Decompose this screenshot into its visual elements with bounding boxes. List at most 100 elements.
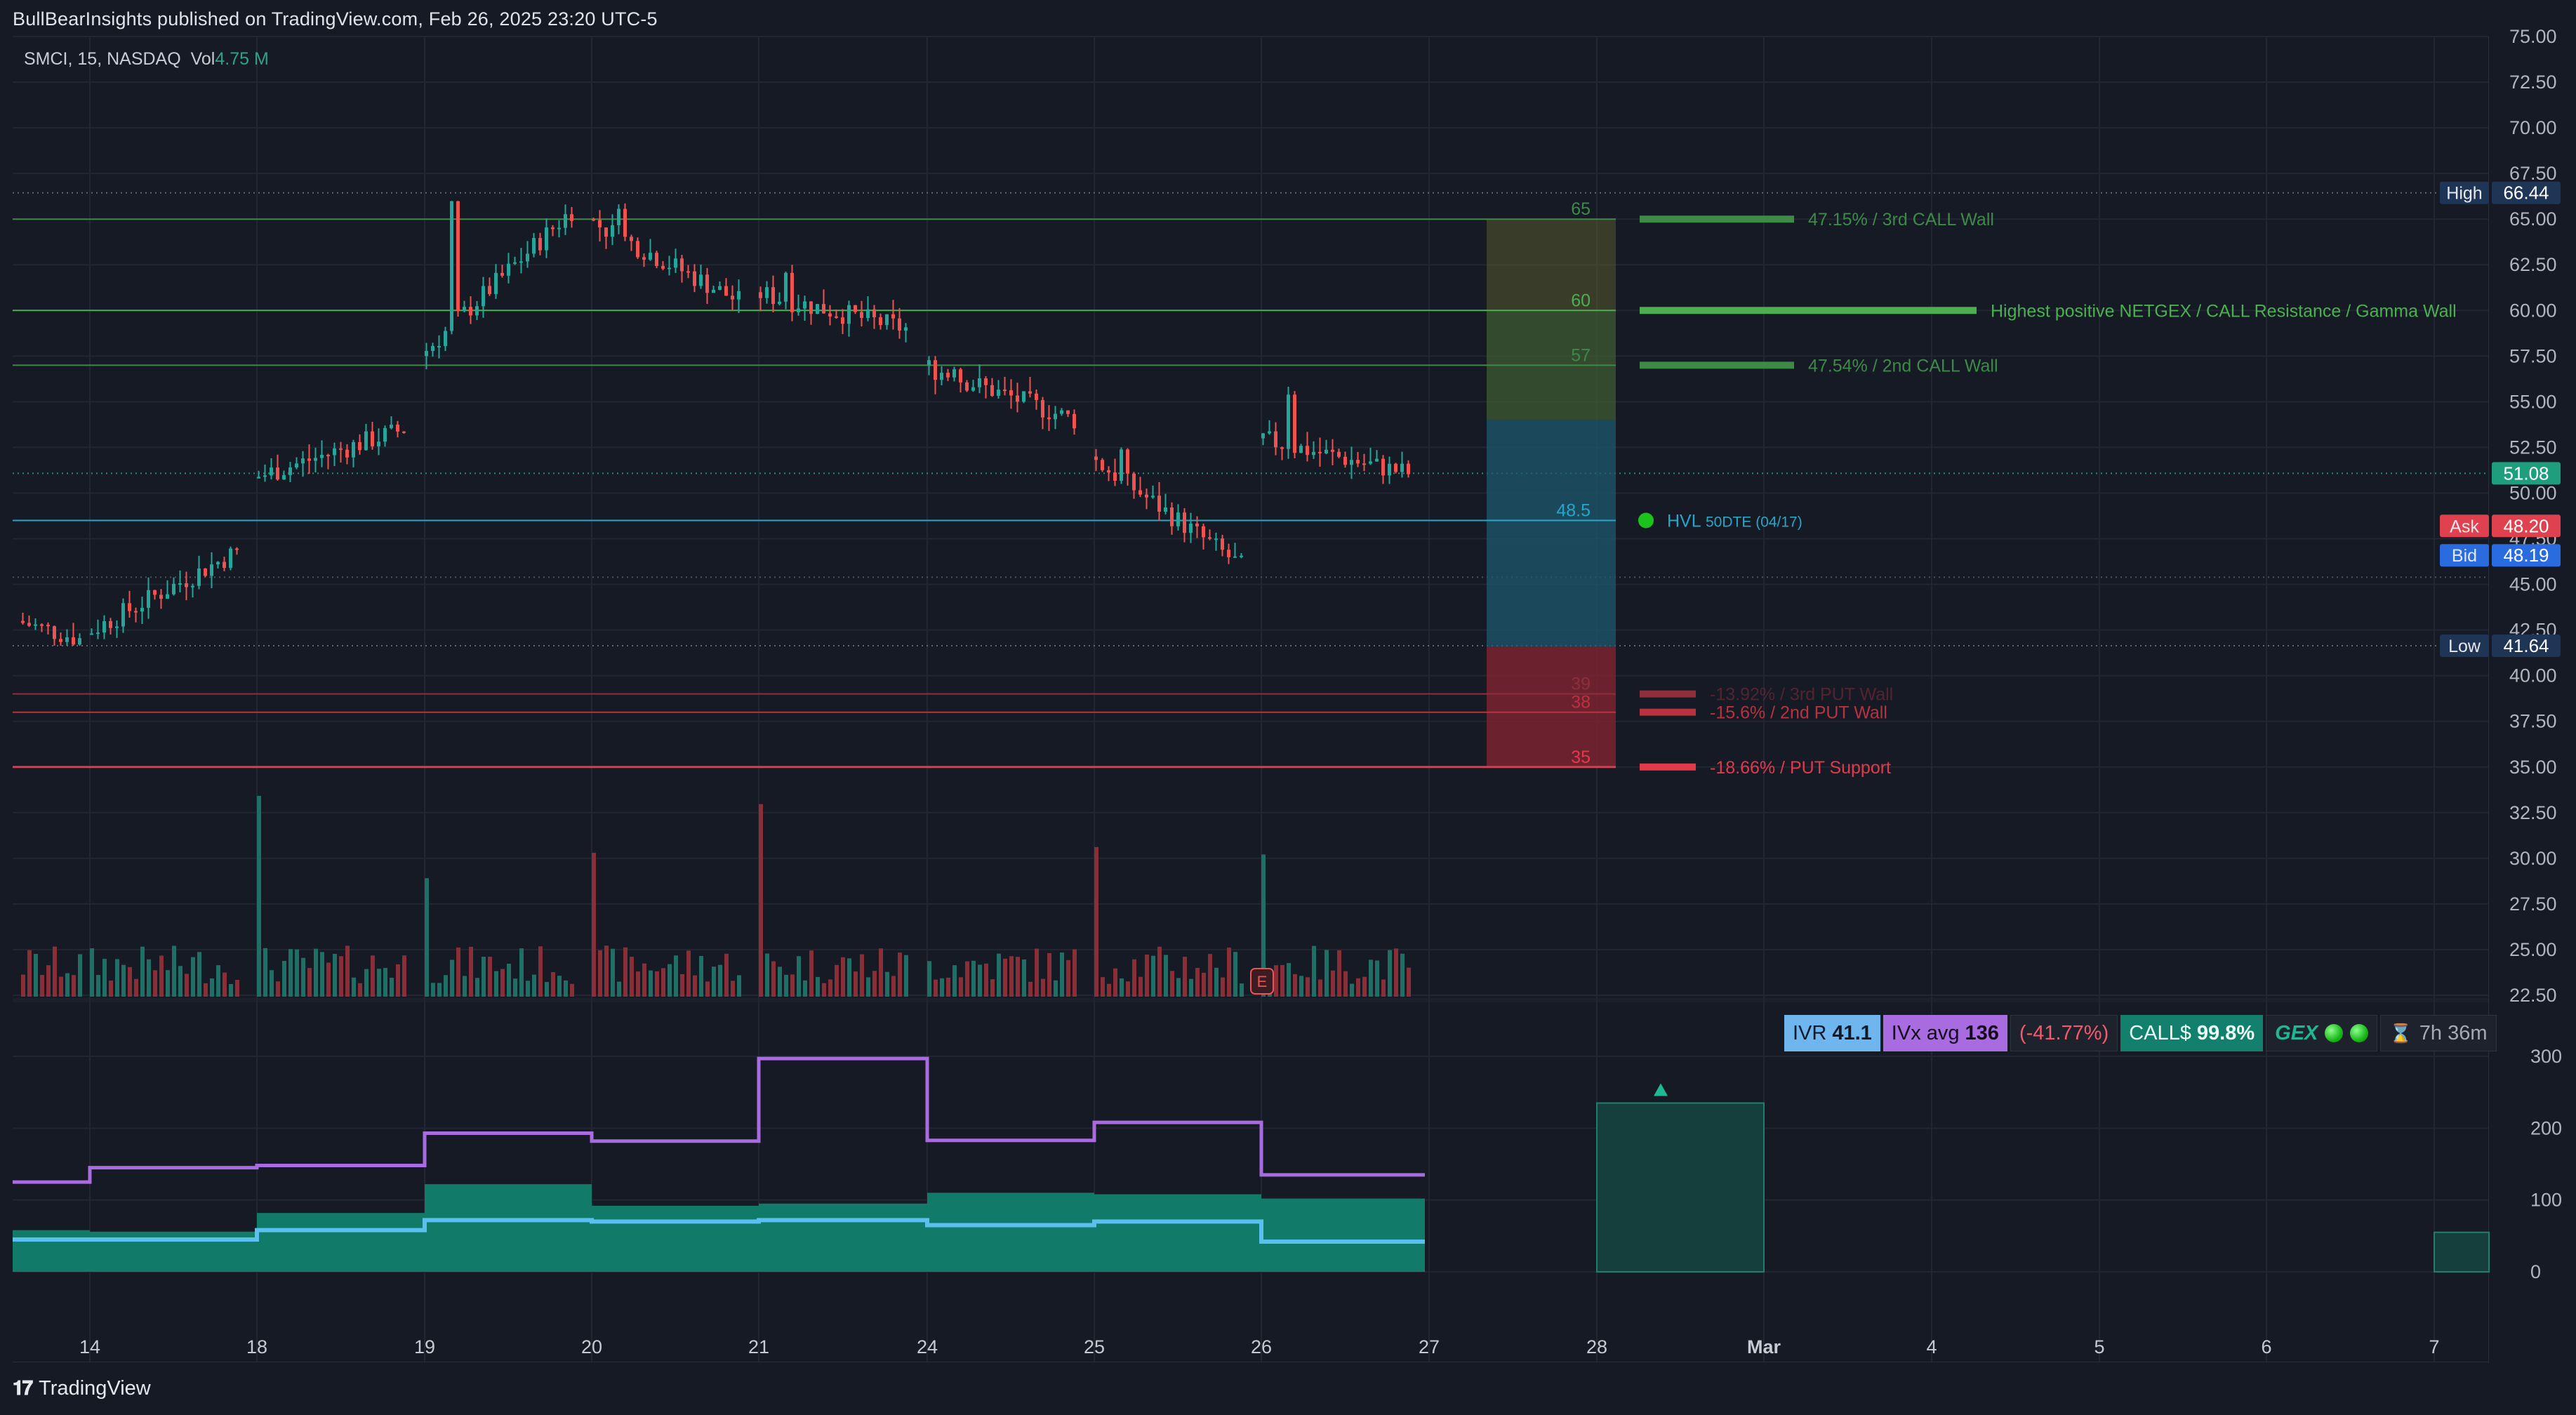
candle-body [940, 373, 943, 380]
candle-body [927, 360, 931, 366]
ivr-label: IVR [1793, 1021, 1827, 1044]
volume-bar [636, 971, 640, 997]
candle-body [636, 241, 639, 258]
volume-bar [475, 978, 479, 997]
volume-bar [288, 949, 293, 997]
y-tick-label: 30.00 [2509, 848, 2557, 869]
volume-bar [314, 948, 318, 997]
volume-bar [72, 975, 76, 997]
candle-body [59, 639, 62, 642]
level-annotation: 47.54% / 2nd CALL Wall [1808, 356, 1998, 376]
volume-bar [538, 946, 543, 997]
candle-body [301, 458, 305, 464]
candle-body [1381, 458, 1385, 476]
volume-bar [21, 974, 25, 997]
volume-bar [1183, 957, 1187, 997]
level-annotation: -15.6% / 2nd PUT Wall [1710, 703, 1887, 723]
x-tick-label: 14 [79, 1336, 100, 1357]
volume-bar [513, 978, 517, 997]
symbol-line: SMCI, 15, NASDAQ [24, 49, 181, 69]
candle-body [765, 287, 769, 298]
candle-body [1107, 470, 1110, 473]
volume-bar [1214, 967, 1219, 997]
hvl-zone-box [1487, 420, 1616, 647]
volume-bar [1132, 959, 1136, 997]
volume-bar [1400, 953, 1405, 997]
candle-body [257, 477, 260, 479]
volume-bar [1101, 977, 1105, 997]
candle-body [128, 603, 131, 611]
candle-body [320, 455, 324, 458]
candle-body [904, 327, 908, 331]
x-tick-label: 6 [2261, 1336, 2271, 1357]
high-label: High [2446, 184, 2482, 204]
candle-body [204, 569, 207, 576]
volume-bar [371, 955, 375, 997]
candle-body [952, 369, 956, 378]
volume-bar [860, 954, 864, 997]
candle-body [959, 369, 962, 383]
volume-bar [134, 978, 138, 997]
y-tick-label: 27.50 [2509, 893, 2557, 915]
volume-bar [185, 974, 189, 997]
candle-body [1189, 524, 1193, 533]
volume-bar [1375, 960, 1379, 997]
candle-body [1022, 391, 1025, 402]
volume-bar [680, 974, 684, 997]
candle-body [72, 637, 75, 645]
y-tick-label: 45.00 [2509, 574, 2557, 595]
candle-body [971, 387, 975, 391]
volume-bar [1233, 952, 1237, 997]
earnings-marker-icon [1250, 968, 1274, 995]
green-dot-icon [2325, 1024, 2344, 1042]
volume-bar [128, 966, 132, 997]
candle-body [686, 271, 690, 273]
volume-bar [971, 960, 976, 997]
iv-area [13, 1184, 1425, 1272]
volume-bar [784, 974, 788, 997]
candle-body [1047, 417, 1051, 420]
candle-body [1407, 463, 1410, 474]
y-tick-label: 57.50 [2509, 345, 2557, 366]
candle-body [1227, 550, 1230, 557]
candle-body [402, 431, 406, 433]
volume-bar [965, 961, 969, 997]
candle-body [1268, 431, 1271, 434]
green-dot-icon [2350, 1024, 2369, 1042]
volume-bar [282, 960, 286, 997]
candle-body [674, 258, 677, 268]
candle-body [564, 214, 567, 228]
volume-bar [431, 983, 435, 997]
iv-y-tick-label: 100 [2530, 1190, 2562, 1211]
volume-bar [661, 968, 665, 997]
volume-bar [469, 946, 473, 997]
candle-body [1176, 512, 1180, 526]
symbol-legend[interactable]: SMCI, 15, NASDAQ Vol4.75 M [24, 49, 269, 69]
volume-bar [564, 980, 568, 997]
volume-bar [153, 970, 157, 997]
volume-bar [891, 976, 896, 997]
y-tick-label: 35.00 [2509, 757, 2557, 778]
level-price-label: 35 [1571, 748, 1591, 767]
low-value: 41.64 [2503, 635, 2549, 656]
volume-bar [1287, 963, 1291, 997]
tradingview-brand[interactable]: 𝟏𝟕 TradingView [13, 1377, 151, 1400]
hvl-green-dot-icon [1638, 512, 1654, 529]
volume-bar [655, 971, 659, 997]
projection-box [1596, 1102, 1765, 1273]
volume-bar [34, 954, 38, 997]
volume-bar [1280, 964, 1284, 997]
volume-bar [96, 975, 100, 997]
volume-bar [78, 954, 82, 997]
volume-bar [437, 983, 441, 997]
volume-bar [545, 982, 549, 997]
candle-body [712, 289, 715, 293]
volume-bar [109, 981, 113, 997]
volume-bar [1047, 952, 1051, 997]
volume-bar [570, 983, 574, 997]
volume-bar [1145, 955, 1149, 997]
y-tick-label: 32.50 [2509, 802, 2557, 823]
volume-bar [1151, 955, 1155, 997]
candle-body [1293, 394, 1296, 453]
